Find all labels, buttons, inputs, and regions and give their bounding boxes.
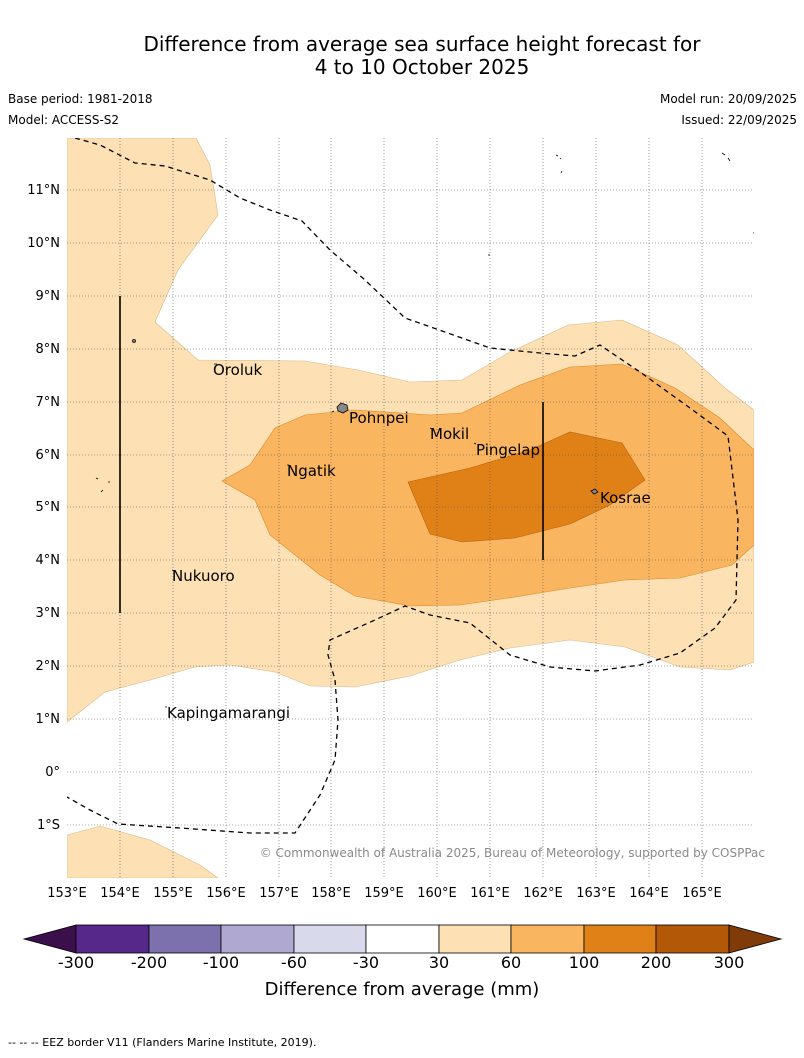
colorbar-tick: 60 — [500, 953, 522, 972]
longitude-label: 157°E — [259, 886, 299, 901]
latitude-label: 2°N — [36, 659, 61, 674]
contour-100-200 — [407, 431, 646, 543]
longitude-label: 165°E — [682, 886, 722, 901]
latitude-label: 8°N — [36, 342, 61, 357]
colorbar-tick: 200 — [640, 953, 672, 972]
place-label: Ngatik — [287, 462, 336, 480]
colorbar — [22, 924, 783, 954]
latitude-label: 4°N — [36, 553, 61, 568]
longitude-label: 159°E — [364, 886, 404, 901]
longitude-label: 160°E — [417, 886, 457, 901]
colorbar-extend-high — [728, 924, 783, 954]
colorbar-tick: 300 — [713, 953, 745, 972]
longitude-label: 161°E — [470, 886, 510, 901]
colorbar-title: Difference from average (mm) — [264, 979, 540, 1000]
longitude-label: 164°E — [629, 886, 669, 901]
eez-legend: -- -- -- EEZ border V11 (Flanders Marine… — [8, 1036, 317, 1049]
colorbar-tick: -60 — [280, 953, 308, 972]
place-label: Pohnpei — [349, 409, 409, 427]
colorbar-tick: 100 — [568, 953, 600, 972]
issued-label: Issued: 22/09/2025 — [681, 113, 797, 127]
colorbar-tick: -30 — [352, 953, 380, 972]
colorbar-tick: 30 — [428, 953, 450, 972]
longitude-label: 162°E — [523, 886, 563, 901]
sea-level-map: Oroluk Pohnpei Mokil Pingelap Ngatik Kos… — [27, 138, 765, 901]
colorbar-swatch — [148, 924, 222, 954]
colorbar-swatch — [510, 924, 585, 954]
colorbar-swatch — [583, 924, 657, 954]
place-label: Nukuoro — [172, 567, 235, 585]
latitude-label: 11°N — [27, 183, 60, 198]
contour-30-60-south — [67, 825, 219, 878]
place-label: Oroluk — [213, 361, 262, 379]
longitude-label: 158°E — [311, 886, 351, 901]
latitude-label: 1°S — [37, 818, 60, 833]
model-label: Model: ACCESS-S2 — [8, 113, 120, 127]
colorbar-swatch — [438, 924, 512, 954]
colorbar-swatch — [293, 924, 367, 954]
latitude-label: 6°N — [36, 448, 61, 463]
longitude-label: 155°E — [153, 886, 193, 901]
chart-title-line2: 4 to 10 October 2025 — [314, 55, 530, 79]
longitude-label: 154°E — [100, 886, 140, 901]
place-label: Pingelap — [476, 441, 540, 459]
chart-title-line1: Difference from average sea surface heig… — [143, 32, 701, 56]
copyright-notice: © Commonwealth of Australia 2025, Bureau… — [260, 846, 765, 860]
graticule — [67, 138, 754, 878]
latitude-label: 10°N — [27, 236, 60, 251]
model-run-label: Model run: 20/09/2025 — [659, 92, 797, 106]
latitude-label: 1°N — [36, 712, 61, 727]
islet — [132, 339, 136, 343]
colorbar-swatch — [220, 924, 295, 954]
kosrae-island — [590, 488, 599, 495]
place-label: Kosrae — [600, 489, 651, 507]
colorbar-swatch — [75, 924, 150, 954]
longitude-label: 163°E — [576, 886, 616, 901]
colorbar-extend-low — [22, 924, 77, 954]
pohnpei-island — [336, 402, 349, 414]
place-label: Kapingamarangi — [167, 704, 290, 722]
colorbar-tick: -300 — [57, 953, 95, 972]
latitude-label: 0° — [45, 765, 60, 780]
longitude-label: 156°E — [206, 886, 246, 901]
eez-border-north — [67, 138, 739, 834]
longitude-label: 153°E — [47, 886, 87, 901]
chart-title: Difference from average sea surface heig… — [0, 33, 804, 79]
latitude-label: 9°N — [36, 289, 61, 304]
base-period-label: Base period: 1981-2018 — [8, 92, 153, 106]
colorbar-tick: -100 — [202, 953, 240, 972]
latitude-label: 7°N — [36, 395, 61, 410]
colorbar-swatch — [365, 924, 440, 954]
colorbar-tick: -200 — [130, 953, 168, 972]
latitude-label: 3°N — [36, 606, 61, 621]
place-label: Mokil — [430, 425, 469, 443]
colorbar-swatch — [655, 924, 730, 954]
latitude-label: 5°N — [36, 500, 61, 515]
